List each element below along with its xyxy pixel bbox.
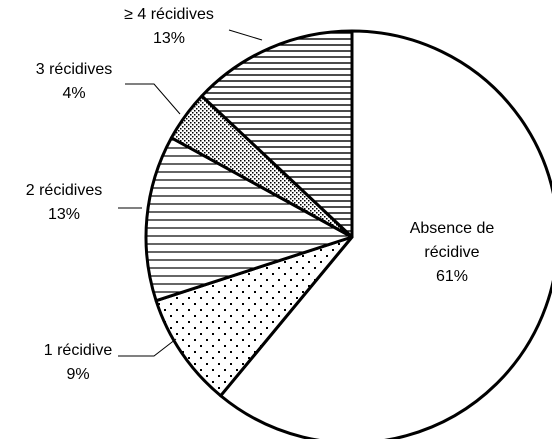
slice-category-label-4: 3 récidives bbox=[36, 61, 112, 78]
slice-category-label-5: ≥ 4 récidives bbox=[124, 6, 214, 23]
slice-value-label-2: 9% bbox=[66, 366, 89, 383]
pie-labels: Absence de récidive 61% 1 récidive 9% 2 récid… bbox=[26, 6, 495, 383]
pie-slice-2 bbox=[154, 235, 354, 398]
slice-category-label-2: 1 récidive bbox=[44, 342, 113, 359]
slice-category-label-1: Absence de bbox=[410, 220, 495, 237]
slice-category-label-1: récidive bbox=[424, 244, 479, 261]
slice-category-label-3: 2 récidives bbox=[26, 182, 102, 199]
leader-line-4 bbox=[125, 83, 181, 115]
slice-value-label-5: 13% bbox=[153, 30, 185, 47]
pie-slice-3 bbox=[144, 136, 354, 303]
pie-slice-5 bbox=[200, 29, 354, 239]
slice-value-label-1: 61% bbox=[436, 268, 468, 285]
slice-value-label-3: 13% bbox=[48, 206, 80, 223]
slice-value-label-4: 4% bbox=[62, 85, 85, 102]
leader-line-2 bbox=[118, 338, 177, 357]
pie-slices bbox=[144, 29, 552, 444]
leader-line-5 bbox=[228, 29, 263, 41]
